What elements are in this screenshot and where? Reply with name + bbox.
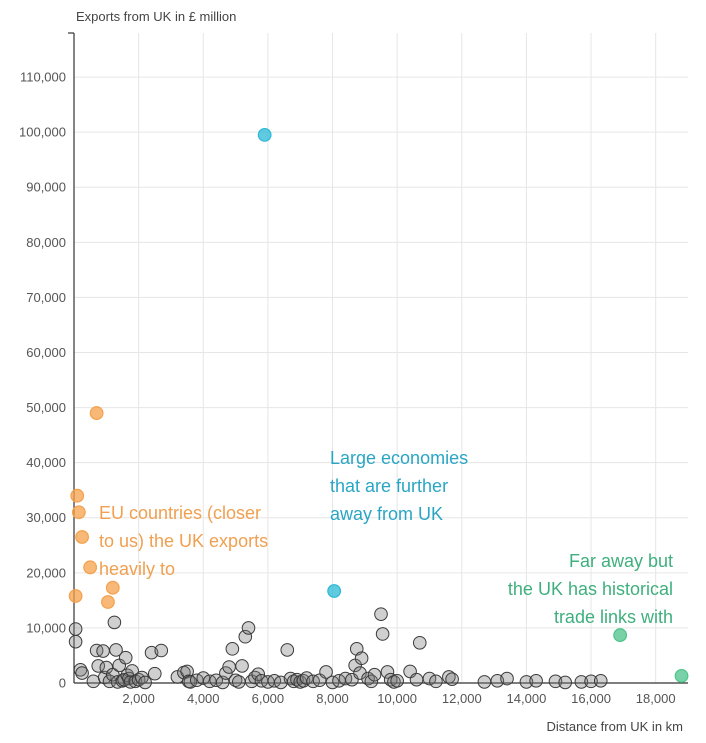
other-data-point — [154, 643, 169, 658]
other-data-point — [75, 666, 89, 680]
other-data-point — [390, 673, 404, 688]
other-data-point — [477, 675, 492, 689]
y-axis-title: Exports from UK in £ million — [76, 9, 236, 24]
gridlines — [74, 33, 688, 683]
annotation-line: Large economies — [330, 448, 468, 468]
annotation-line: Far away but — [569, 551, 673, 571]
other-data-point — [558, 675, 573, 690]
y-tick-label: 40,000 — [26, 455, 66, 470]
other-data-point — [354, 651, 369, 666]
other-data-point — [500, 671, 514, 686]
eu-data-point — [83, 560, 98, 575]
x-tick-label: 18,000 — [636, 691, 676, 706]
annotation-line: that are further — [330, 476, 448, 496]
other-data-point — [574, 675, 589, 689]
large-data-point — [327, 584, 342, 598]
other-data-point — [364, 674, 379, 689]
tick-labels: 2,000 4,000 6,000 8,000 10,000 12,000 14,000 16… — [19, 70, 676, 706]
other-data-point — [299, 671, 314, 685]
eu-data-point — [101, 595, 115, 609]
annotation-line: the UK has historical — [508, 579, 673, 599]
other-data-point — [548, 674, 563, 689]
other-data-point — [367, 667, 382, 682]
eu-data-point — [71, 505, 86, 520]
other-data-point — [86, 674, 101, 689]
other-data-point — [445, 672, 459, 686]
other-data-point — [118, 650, 133, 665]
other-data-point — [409, 672, 424, 687]
other-data-point — [241, 621, 256, 635]
x-tick-label: 4,000 — [187, 691, 220, 706]
other-data-point — [374, 607, 388, 621]
axes: Exports from UK in £ million Distance fr… — [68, 9, 688, 734]
other-data-point — [235, 659, 249, 673]
other-data-point — [96, 644, 110, 658]
annotation-line: trade links with — [554, 607, 673, 627]
other-data-point — [91, 659, 106, 673]
x-axis-title: Distance from UK in km — [546, 719, 683, 734]
historical-data-point — [674, 668, 689, 683]
y-tick-label: 50,000 — [26, 400, 66, 415]
eu-data-point — [75, 530, 89, 544]
other-data-point — [519, 675, 534, 689]
other-data-point — [238, 629, 253, 644]
y-tick-label: 0 — [59, 676, 66, 691]
other-data-point — [138, 675, 152, 690]
x-tick-label: 14,000 — [507, 691, 547, 706]
other-data-point — [429, 674, 443, 689]
y-tick-label: 110,000 — [20, 70, 66, 85]
annotation-line: away from UK — [330, 504, 443, 524]
historical-data-point — [613, 628, 628, 642]
y-tick-label: 60,000 — [26, 345, 66, 360]
other-data-point — [529, 673, 543, 688]
large-data-point — [257, 128, 272, 142]
annotation-line: to us) the UK exports — [99, 531, 268, 551]
y-tick-label: 90,000 — [26, 180, 66, 195]
other-data-point — [107, 615, 122, 630]
y-tick-label: 30,000 — [26, 510, 66, 525]
historical-annotation: Far away but the UK has historical trade l… — [508, 551, 673, 627]
y-tick-label: 100,000 — [19, 125, 66, 140]
y-tick-label: 70,000 — [26, 290, 66, 305]
data-points — [68, 128, 689, 690]
eu-annotation: EU countries (closer to us) the UK export… — [99, 503, 268, 579]
large-annotation: Large economies that are further away from… — [330, 448, 468, 524]
y-tick-label: 80,000 — [26, 235, 66, 250]
x-tick-label: 8,000 — [316, 691, 349, 706]
other-data-point — [584, 674, 598, 689]
other-data-point — [147, 666, 162, 681]
other-data-point — [222, 660, 236, 674]
eu-data-point — [68, 589, 83, 603]
other-data-point — [375, 627, 390, 641]
annotations: EU countries (closer to us) the UK export… — [99, 448, 673, 627]
y-tick-label: 10,000 — [26, 620, 66, 635]
other-data-point — [105, 667, 120, 682]
other-data-point — [232, 675, 246, 689]
other-data-point — [68, 622, 83, 636]
annotation-line: EU countries (closer — [99, 503, 261, 523]
x-tick-label: 6,000 — [252, 691, 285, 706]
other-data-point — [280, 643, 295, 657]
other-data-point — [380, 665, 395, 679]
x-tick-label: 12,000 — [442, 691, 482, 706]
other-data-point — [196, 671, 211, 685]
other-data-point — [353, 666, 367, 680]
other-data-point — [225, 642, 240, 656]
other-data-point — [319, 665, 333, 679]
x-tick-label: 16,000 — [571, 691, 611, 706]
other-data-point — [109, 643, 123, 657]
other-data-point — [251, 667, 266, 681]
x-tick-label: 2,000 — [122, 691, 155, 706]
other-data-point — [180, 664, 194, 679]
eu-data-point — [105, 580, 120, 595]
y-tick-label: 20,000 — [26, 565, 66, 580]
other-data-point — [593, 673, 608, 688]
eu-data-point — [70, 488, 85, 503]
x-tick-label: 10,000 — [377, 691, 417, 706]
eu-data-point — [89, 406, 104, 420]
annotation-line: heavily to — [99, 559, 175, 579]
other-data-point — [68, 634, 83, 649]
other-data-point — [412, 635, 427, 650]
